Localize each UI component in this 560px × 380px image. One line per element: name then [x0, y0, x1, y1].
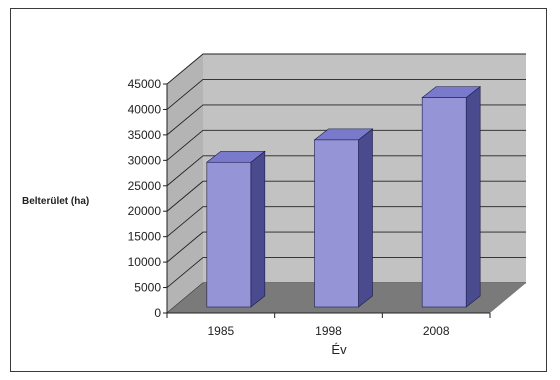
- gridline: [166, 231, 526, 263]
- side-wall: [167, 54, 203, 313]
- bar-side: [465, 86, 481, 308]
- gridline: [166, 53, 526, 85]
- bars: [205, 86, 482, 308]
- bar-front: [314, 139, 359, 308]
- y-tick-label: 20000: [128, 204, 162, 218]
- bar-front: [206, 161, 252, 308]
- bar-1998: [313, 128, 374, 308]
- y-axis-label: Belterület (ha): [22, 196, 89, 207]
- bar-1985: [205, 150, 266, 308]
- x-tick-label: 1998: [315, 324, 342, 338]
- y-tick-label: 10000: [128, 255, 162, 269]
- bar-front: [421, 97, 467, 308]
- y-tick-labels: 0 5000 10000 15000 20000 25000 30000 35000 40000…: [128, 77, 167, 320]
- x-tick-labels: 1985 1998 2008: [166, 313, 491, 338]
- x-tick-label: 2008: [423, 324, 450, 338]
- bar-side: [358, 128, 373, 308]
- gridline: [166, 129, 526, 161]
- y-tick-label: 15000: [128, 230, 162, 244]
- y-tick-label: 35000: [128, 128, 162, 142]
- gridline: [166, 104, 526, 136]
- gridline: [166, 180, 526, 212]
- gridlines: [166, 53, 526, 314]
- axes: [166, 84, 490, 314]
- x-tick-label: 1985: [207, 324, 234, 338]
- y-tick-label: 40000: [128, 102, 162, 116]
- x-axis-label: Év: [331, 342, 347, 357]
- gridline: [166, 257, 526, 288]
- gridline: [166, 78, 526, 110]
- y-tick-label: 30000: [128, 153, 162, 167]
- bar-2008: [421, 86, 482, 308]
- y-tick-label: 45000: [128, 77, 162, 91]
- bar-side: [250, 150, 266, 308]
- y-tick-label: 5000: [134, 281, 161, 295]
- gridline: [166, 206, 526, 238]
- y-tick-label: 0: [154, 306, 161, 320]
- gridline: [166, 155, 526, 187]
- y-tick-label: 25000: [128, 179, 162, 193]
